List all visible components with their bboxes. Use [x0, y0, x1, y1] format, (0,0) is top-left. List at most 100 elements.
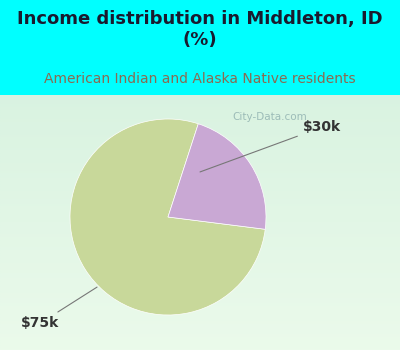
Bar	[0, 312, 400, 314]
Text: American Indian and Alaska Native residents: American Indian and Alaska Native reside…	[44, 72, 356, 86]
Bar	[0, 245, 400, 248]
Bar	[0, 120, 400, 122]
Bar	[0, 324, 400, 327]
Bar	[0, 150, 400, 153]
Bar	[0, 299, 400, 301]
Bar	[0, 202, 400, 204]
Bar	[0, 153, 400, 156]
Bar	[0, 99, 400, 102]
Bar	[0, 286, 400, 289]
Bar	[0, 209, 400, 212]
Bar	[0, 107, 400, 110]
Bar	[0, 322, 400, 324]
Bar	[0, 171, 400, 174]
Bar	[0, 232, 400, 235]
Bar	[0, 227, 400, 230]
Bar	[0, 117, 400, 120]
Bar	[0, 122, 400, 125]
Bar	[0, 104, 400, 107]
Text: City-Data.com: City-Data.com	[232, 112, 307, 122]
Bar	[0, 148, 400, 151]
Bar	[0, 168, 400, 171]
Wedge shape	[70, 119, 265, 315]
Bar	[0, 145, 400, 148]
Bar	[0, 176, 400, 179]
Bar	[0, 258, 400, 260]
Bar	[0, 276, 400, 279]
Text: Income distribution in Middleton, ID
(%): Income distribution in Middleton, ID (%)	[17, 10, 383, 49]
Bar	[0, 278, 400, 281]
Bar	[0, 260, 400, 263]
Bar	[0, 127, 400, 130]
Bar	[0, 235, 400, 238]
Bar	[0, 247, 400, 250]
Bar	[0, 342, 400, 345]
Bar	[0, 329, 400, 332]
Bar	[0, 155, 400, 158]
Bar	[0, 255, 400, 258]
Bar	[0, 196, 400, 199]
Bar	[0, 271, 400, 273]
Bar	[0, 332, 400, 335]
Bar	[0, 140, 400, 143]
Bar	[0, 345, 400, 348]
Bar	[0, 194, 400, 197]
Bar	[0, 283, 400, 286]
Bar	[0, 301, 400, 304]
Bar	[0, 327, 400, 330]
Bar	[0, 309, 400, 312]
Bar	[0, 178, 400, 181]
Bar	[0, 291, 400, 294]
Bar	[0, 115, 400, 118]
Bar	[0, 250, 400, 253]
Bar	[0, 281, 400, 284]
Bar	[0, 143, 400, 146]
Bar	[0, 263, 400, 266]
Bar	[0, 219, 400, 222]
Bar	[0, 294, 400, 296]
Bar	[0, 222, 400, 225]
Bar	[0, 347, 400, 350]
Bar	[0, 184, 400, 187]
Bar	[0, 186, 400, 189]
Wedge shape	[168, 124, 266, 229]
Bar	[0, 334, 400, 337]
Bar	[0, 181, 400, 184]
Bar	[0, 133, 400, 135]
Bar	[0, 273, 400, 276]
Bar	[0, 110, 400, 112]
Bar	[0, 206, 400, 209]
Bar	[0, 306, 400, 309]
Text: $30k: $30k	[200, 120, 341, 172]
Bar	[0, 138, 400, 140]
Bar	[0, 253, 400, 256]
Bar	[0, 130, 400, 133]
Bar	[0, 135, 400, 138]
Bar	[0, 204, 400, 207]
Bar	[0, 268, 400, 271]
Bar	[0, 166, 400, 169]
Bar	[0, 265, 400, 268]
Bar	[0, 174, 400, 176]
Bar	[0, 288, 400, 291]
Bar	[0, 314, 400, 317]
Bar	[0, 304, 400, 307]
Bar	[0, 243, 400, 245]
Bar	[0, 102, 400, 105]
Text: $75k: $75k	[21, 287, 97, 330]
Bar	[0, 240, 400, 243]
Bar	[0, 158, 400, 161]
Bar	[0, 340, 400, 342]
Bar	[0, 316, 400, 319]
Bar	[0, 189, 400, 191]
Bar	[0, 230, 400, 232]
Bar	[0, 225, 400, 228]
Bar	[0, 161, 400, 163]
Bar	[0, 217, 400, 220]
Bar	[0, 199, 400, 202]
Bar	[0, 337, 400, 340]
Bar	[0, 212, 400, 215]
Bar	[0, 296, 400, 299]
Bar	[0, 191, 400, 194]
Bar	[0, 112, 400, 115]
